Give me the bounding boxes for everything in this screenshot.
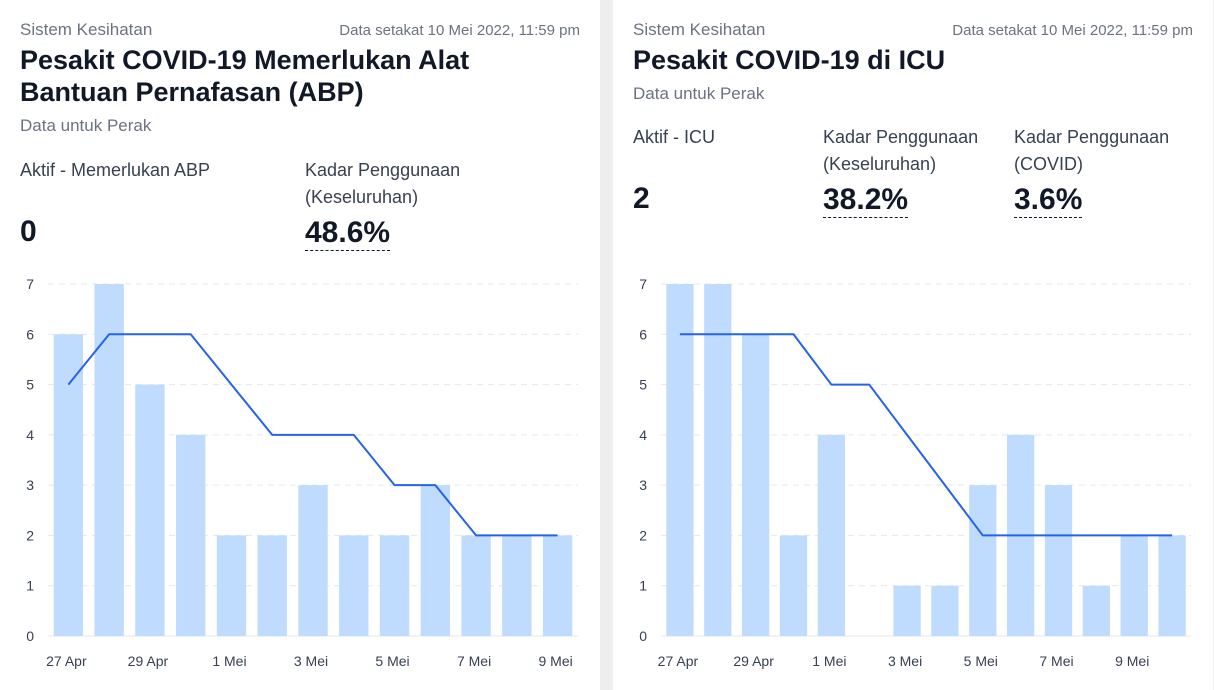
- bar: [339, 535, 369, 636]
- metric-utilisation-overall-label: Kadar Penggunaan (Keseluruhan): [305, 160, 461, 207]
- x-tick-label: 7 Mei: [457, 653, 491, 669]
- icu-chart: 0 1 2 3 4 5 6 7 27 Apr 29 Apr 1 Mei 3 Mei 5 Mei 7 Mei…: [639, 276, 1191, 669]
- y-tick-label: 6: [639, 326, 647, 342]
- icu-card: Sistem Kesihatan Data setakat 10 Mei 202…: [613, 0, 1213, 690]
- bar: [94, 284, 124, 636]
- bar: [216, 535, 247, 636]
- card-source: Sistem Kesihatan: [633, 20, 766, 39]
- card-title: Pesakit COVID-19 di ICU: [633, 45, 946, 75]
- bar: [1120, 535, 1148, 636]
- y-tick-label: 7: [26, 276, 34, 292]
- average-line: [679, 333, 1173, 537]
- y-tick-label: 0: [26, 628, 34, 644]
- metric-utilisation-overall-value[interactable]: 38.2%: [823, 183, 909, 218]
- metric-utilisation-overall-value[interactable]: 48.6%: [305, 216, 391, 251]
- bar: [1082, 585, 1110, 636]
- y-tick-label: 5: [26, 377, 34, 393]
- x-tick-label: 9 Mei: [1115, 653, 1149, 669]
- y-tick-label: 5: [639, 377, 647, 393]
- y-tick-label: 7: [639, 276, 647, 292]
- x-tick-label: 1 Mei: [212, 653, 246, 669]
- card-subtitle: Data untuk Perak: [20, 116, 152, 135]
- y-tick-label: 4: [26, 427, 34, 443]
- x-tick-label: 27 Apr: [46, 653, 87, 669]
- bar: [135, 384, 165, 636]
- metric-active-icu-label: Aktif - ICU: [633, 127, 716, 147]
- y-tick-label: 4: [639, 427, 647, 443]
- bar: [53, 334, 84, 636]
- ventilator-card: Sistem Kesihatan Data setakat 10 Mei 202…: [0, 0, 600, 690]
- x-tick-label: 9 Mei: [538, 653, 572, 669]
- y-tick-label: 1: [639, 578, 647, 594]
- x-tick-label: 5 Mei: [375, 653, 409, 669]
- bar: [542, 535, 573, 636]
- x-tick-label: 29 Apr: [128, 653, 169, 669]
- x-tick-label: 7 Mei: [1039, 653, 1073, 669]
- data-as-of: Data setakat 10 Mei 2022, 11:59 pm: [339, 22, 580, 39]
- average-line: [67, 333, 558, 537]
- bar: [969, 485, 997, 636]
- card-title: Pesakit COVID-19 Memerlukan Alat Bantuan…: [20, 45, 470, 107]
- y-tick-label: 3: [26, 477, 34, 493]
- x-tick-label: 5 Mei: [964, 653, 998, 669]
- x-tick-label: 27 Apr: [658, 653, 699, 669]
- bar: [1044, 485, 1073, 636]
- metric-utilisation-covid-value[interactable]: 3.6%: [1014, 183, 1083, 218]
- y-tick-label: 1: [26, 578, 34, 594]
- bar: [176, 434, 206, 636]
- y-tick-label: 2: [639, 527, 647, 543]
- bar: [257, 535, 287, 636]
- bar: [931, 585, 959, 636]
- y-tick-label: 3: [639, 477, 647, 493]
- y-tick-label: 2: [26, 527, 34, 543]
- bar: [298, 485, 328, 636]
- bar: [379, 535, 410, 636]
- x-tick-label: 29 Apr: [733, 653, 774, 669]
- y-tick-label: 6: [26, 326, 34, 342]
- bar: [704, 284, 732, 636]
- y-tick-label: 0: [639, 628, 647, 644]
- x-tick-label: 1 Mei: [812, 653, 846, 669]
- x-tick-label: 3 Mei: [888, 653, 922, 669]
- bar: [742, 334, 770, 636]
- bar: [420, 485, 450, 636]
- card-source: Sistem Kesihatan: [20, 20, 153, 39]
- bar: [1158, 535, 1186, 636]
- x-tick-label: 3 Mei: [294, 653, 328, 669]
- data-as-of: Data setakat 10 Mei 2022, 11:59 pm: [952, 22, 1193, 39]
- metric-active-icu-value: 2: [633, 182, 650, 215]
- ventilator-chart: 0 1 2 3 4 5 6 7 27 Apr 29 Apr 1 Mei 3 Mei 5 Mei 7 Mei…: [26, 276, 578, 669]
- bar: [461, 535, 491, 636]
- bar: [666, 284, 694, 636]
- card-subtitle: Data untuk Perak: [633, 84, 765, 103]
- bar: [893, 585, 921, 636]
- metric-active-ventilator-value: 0: [20, 215, 37, 248]
- metric-utilisation-covid-label: Kadar Penggunaan (COVID): [1014, 127, 1170, 174]
- bar: [817, 434, 845, 636]
- bar: [502, 535, 532, 636]
- metric-active-ventilator-label: Aktif - Memerlukan ABP: [20, 160, 211, 180]
- bar: [779, 535, 808, 636]
- metric-utilisation-overall-label: Kadar Penggunaan (Keseluruhan): [823, 127, 979, 174]
